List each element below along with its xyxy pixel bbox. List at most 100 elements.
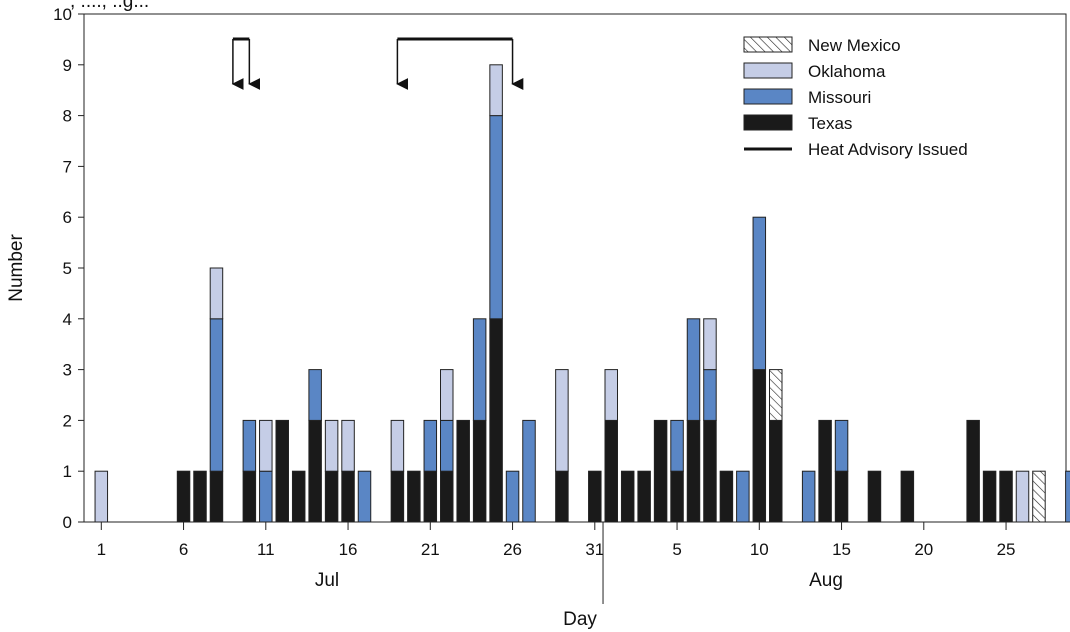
bar-segment-texas — [769, 419, 783, 523]
bar-segment-texas — [407, 470, 421, 523]
bar-segment-missouri — [242, 419, 257, 472]
bar-segment-texas — [703, 419, 717, 523]
bar-segment-texas — [637, 470, 651, 523]
chart-title-fragment: , ...., ..g... — [70, 0, 150, 12]
bar-segment-oklahoma — [1015, 470, 1030, 523]
plot-frame — [83, 13, 1067, 523]
bar-segment-oklahoma — [390, 419, 405, 472]
bar-segment-missouri — [259, 470, 273, 523]
bar-segment-new-mexico — [1032, 470, 1046, 523]
x-tick-label: 5 — [672, 540, 681, 559]
x-tick-label: 21 — [421, 540, 440, 559]
bar-segment-texas — [982, 470, 997, 523]
x-tick-label: 25 — [997, 540, 1016, 559]
bar-segment-texas — [620, 470, 635, 523]
bar-segment-oklahoma — [489, 64, 503, 117]
bar-segment-missouri — [703, 369, 717, 421]
bar-segment-texas — [670, 470, 684, 523]
bar-segment-texas — [999, 470, 1013, 523]
bar-segment-texas — [604, 419, 618, 523]
bar-segment-texas — [489, 318, 503, 523]
bar-segment-texas — [423, 470, 438, 523]
bar-segment-texas — [456, 419, 470, 523]
bar-segment-new-mexico — [769, 369, 783, 421]
y-tick-label: 4 — [63, 310, 72, 329]
y-tick-label: 9 — [63, 56, 72, 75]
bar-segment-missouri — [736, 470, 750, 523]
y-tick-label: 5 — [63, 259, 72, 278]
bar-segment-missouri — [752, 216, 767, 371]
bar-segment-texas — [275, 419, 289, 523]
bar-segment-texas — [242, 470, 257, 523]
bar-segment-oklahoma — [604, 369, 618, 421]
legend-swatch-texas — [743, 114, 793, 131]
legend-label-missouri: Missouri — [808, 88, 871, 107]
bar-segment-missouri — [472, 318, 487, 421]
legend-label-texas: Texas — [808, 114, 852, 133]
bars-group — [94, 64, 1070, 523]
x-tick-label: 15 — [832, 540, 851, 559]
bar-segment-missouri — [522, 419, 536, 523]
y-tick-label: 1 — [63, 462, 72, 481]
bar-segment-oklahoma — [703, 318, 717, 371]
x-tick-label: 1 — [97, 540, 106, 559]
bar-segment-texas — [209, 470, 224, 523]
bar-segment-texas — [653, 419, 668, 523]
bar-segment-texas — [588, 470, 602, 523]
y-axis: 0 1 2 3 4 5 6 7 8 9 10 — [53, 5, 84, 532]
bar-segment-oklahoma — [259, 419, 273, 472]
bar-segment-missouri — [801, 470, 816, 523]
bar-segment-texas — [390, 470, 405, 523]
bar-segment-missouri — [670, 419, 684, 472]
bar-segment-missouri — [505, 470, 520, 523]
x-tick-label: 16 — [339, 540, 358, 559]
bar-segment-oklahoma — [324, 419, 339, 472]
bar-segment-missouri — [209, 318, 224, 472]
bar-segment-texas — [440, 470, 454, 523]
month-label-jul: Jul — [315, 570, 339, 591]
x-tick-label: 6 — [179, 540, 188, 559]
bar-segment-texas — [686, 419, 701, 523]
x-tick-label: 31 — [585, 540, 604, 559]
y-tick-label: 8 — [63, 107, 72, 126]
bar-segment-texas — [324, 470, 339, 523]
bar-segment-missouri — [357, 470, 372, 523]
y-tick-label: 2 — [63, 411, 72, 430]
bar-segment-texas — [834, 470, 849, 523]
legend: New Mexico Oklahoma Missouri Texas Heat Advi… — [743, 36, 968, 159]
bar-segment-oklahoma — [555, 369, 569, 472]
bar-segment-texas — [176, 470, 191, 523]
x-tick-label: 10 — [750, 540, 769, 559]
month-label-aug: Aug — [809, 570, 843, 591]
legend-swatch-oklahoma — [743, 62, 793, 79]
bar-segment-texas — [900, 470, 915, 523]
legend-swatch-new-mexico — [743, 36, 793, 53]
bar-segment-texas — [719, 470, 734, 523]
bar-segment-missouri — [308, 369, 322, 421]
bar-segment-missouri — [440, 419, 454, 472]
legend-label-oklahoma: Oklahoma — [808, 62, 886, 81]
y-tick-label: 10 — [53, 5, 72, 24]
bar-segment-texas — [818, 419, 832, 523]
x-axis-label: Day — [563, 609, 597, 630]
x-tick-label: 11 — [257, 540, 275, 559]
legend-swatch-missouri — [743, 88, 793, 105]
bar-segment-missouri — [686, 318, 701, 421]
bar-segment-missouri — [1065, 470, 1070, 523]
legend-label-new-mexico: New Mexico — [808, 36, 901, 55]
bar-segment-texas — [555, 470, 569, 523]
x-axis: 16111621263151015202530JulAug — [97, 522, 1016, 604]
y-tick-label: 0 — [63, 513, 72, 532]
y-tick-label: 3 — [63, 361, 72, 380]
bar-segment-texas — [193, 470, 207, 523]
bar-segment-texas — [291, 470, 306, 523]
bar-segment-texas — [867, 470, 882, 523]
bar-segment-texas — [752, 369, 767, 523]
bar-segment-missouri — [489, 115, 503, 320]
bar-segment-texas — [341, 470, 355, 523]
x-tick-label: 20 — [914, 540, 933, 559]
bar-segment-oklahoma — [341, 419, 355, 472]
bar-segment-oklahoma — [440, 369, 454, 421]
